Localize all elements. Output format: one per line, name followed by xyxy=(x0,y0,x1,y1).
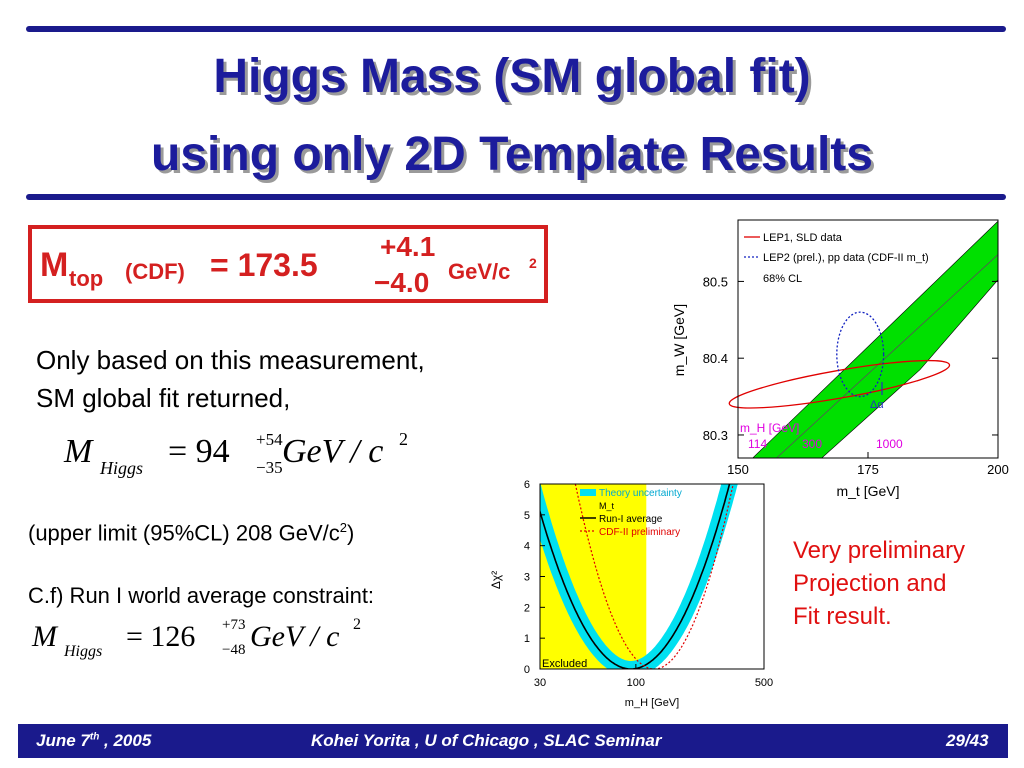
legend-lep1: LEP1, SLD data xyxy=(763,232,843,244)
x-tick-label: 175 xyxy=(857,462,879,477)
slide-title-line2: using only 2D Template Results xyxy=(151,128,873,181)
y-tick-label: 1 xyxy=(524,633,530,645)
formula2-subscript: Higgs xyxy=(64,643,103,660)
formula1-subscript: Higgs xyxy=(100,458,144,478)
formula2-unit: GeV / c xyxy=(250,620,340,653)
y-tick-label: 80.3 xyxy=(703,428,728,443)
formula1-unit-exponent: 2 xyxy=(399,429,408,449)
legend-swatch-theory xyxy=(580,489,596,496)
chart1-plot-area xyxy=(738,220,998,458)
y-tick-label: 5 xyxy=(524,510,530,522)
excluded-label: Excluded xyxy=(542,658,587,670)
lep2-tevatron-ellipse xyxy=(836,311,885,398)
footer-date-sup: th xyxy=(89,731,100,743)
note-line-3: Fit result. xyxy=(793,603,892,630)
formula2-error-minus: −48 xyxy=(222,642,246,658)
legend-lep2: LEP2 (prel.), pp data (CDF-II m_t) xyxy=(763,252,929,264)
run1-higgs-formula: M Higgs = 126 +73 −48 GeV / c 2 xyxy=(28,615,388,671)
formula1-error-minus: −35 xyxy=(256,458,283,477)
title-rule-bottom xyxy=(26,194,1006,200)
y-tick-label: 80.5 xyxy=(703,274,728,289)
legend-cdf2: CDF-II preliminary xyxy=(599,527,680,538)
x-axis-label: m_t [GeV] xyxy=(836,483,899,499)
x-axis-label: m_H [GeV] xyxy=(625,697,679,709)
y-tick-label: 2 xyxy=(524,602,530,614)
footer-date-year: , 2005 xyxy=(99,731,152,750)
x-tick-label: 200 xyxy=(987,462,1009,477)
legend-theory: Theory uncertainty xyxy=(599,488,682,499)
mass-unit-exponent: 2 xyxy=(529,255,537,271)
formula2-unit-exponent: 2 xyxy=(353,616,361,633)
mh-value-label: 1000 xyxy=(876,437,903,451)
band-center-line xyxy=(775,254,998,458)
mh-label: m_H [GeV] xyxy=(740,421,799,435)
run1-constraint-text: C.f) Run I world average constraint: xyxy=(28,583,375,608)
footer-date: June 7th , 2005 xyxy=(36,731,151,751)
legend-run1: Run-I average xyxy=(599,514,663,525)
mass-subscript: top xyxy=(69,266,104,291)
formula2-value: = 126 xyxy=(126,620,196,653)
run1-average-curve xyxy=(540,484,731,669)
note-line-2: Projection and xyxy=(793,570,947,597)
footer-presenter: Kohei Yorita , U of Chicago , SLAC Semin… xyxy=(311,731,662,750)
delta-alpha-label: Δα xyxy=(870,399,884,411)
formula2-lhs: M xyxy=(32,620,57,653)
footer-date-day: June 7 xyxy=(36,731,90,750)
slide-title-line1: Higgs Mass (SM global fit) xyxy=(213,50,811,103)
mass-symbol: M xyxy=(40,246,69,284)
y-tick-label: 4 xyxy=(524,541,530,553)
footer-page-number: 29/43 xyxy=(946,731,989,750)
mh-band xyxy=(752,220,998,458)
formula1-error-plus: +54 xyxy=(256,430,283,449)
x-tick-label: 30 xyxy=(534,677,546,689)
upper-limit-exponent: 2 xyxy=(339,520,348,535)
delta-chi2-chart: 0 1 2 3 4 5 6 30 100 500 m_H [GeV] Δχ² Excluded Theor… xyxy=(489,479,773,709)
x-tick-label: 100 xyxy=(627,677,645,689)
body-line-2: SM global fit returned, xyxy=(36,383,291,413)
x-tick-label: 150 xyxy=(727,462,749,477)
y-tick-label: 0 xyxy=(524,664,530,676)
y-axis-label: m_W [GeV] xyxy=(671,304,687,376)
mass-source: (CDF) xyxy=(125,259,185,284)
x-tick-label: 500 xyxy=(755,677,773,689)
upper-limit-close: ) xyxy=(347,520,355,546)
upper-limit-label: (upper limit (95%CL) 208 GeV/c xyxy=(28,520,340,546)
mh-value-label: 300 xyxy=(802,437,822,451)
preliminary-note: Very preliminary Projection and Fit resu… xyxy=(793,534,965,633)
higgs-fit-formula: M Higgs = 94 +54 −35 GeV / c 2 xyxy=(60,428,420,488)
lep1-sld-ellipse xyxy=(728,359,951,409)
legend-mt: M_t xyxy=(599,501,615,511)
y-tick-label: 3 xyxy=(524,572,530,584)
top-mass-box: M top (CDF) = 173.5 +4.1 −4.0 GeV/c 2 xyxy=(28,225,548,303)
body-line-1: Only based on this measurement, xyxy=(36,345,425,375)
upper-limit-text: (upper limit (95%CL) 208 GeV/c2) xyxy=(28,510,354,551)
note-line-1: Very preliminary xyxy=(793,537,966,564)
mass-error-minus: −4.0 xyxy=(374,267,430,298)
mh-value-label: 114 xyxy=(748,437,767,451)
y-axis-label: Δχ² xyxy=(489,571,503,589)
formula2-error-plus: +73 xyxy=(222,617,246,633)
formula1-value: = 94 xyxy=(168,433,230,470)
formula1-lhs: M xyxy=(64,433,93,470)
title-rule-top xyxy=(26,26,1006,32)
mw-vs-mt-chart: Δα 80.3 80.4 80.5 150 175 200 m_t [GeV] m_W [GeV… xyxy=(671,219,1009,499)
mass-value: = 173.5 xyxy=(210,247,318,283)
mass-error-plus: +4.1 xyxy=(380,231,436,262)
legend-cl: 68% CL xyxy=(763,273,802,285)
footer-bar: June 7th , 2005 Kohei Yorita , U of Chic… xyxy=(18,724,1008,758)
mass-unit: GeV/c xyxy=(448,259,511,284)
y-tick-label: 6 xyxy=(524,479,530,491)
formula1-unit: GeV / c xyxy=(282,433,384,470)
y-tick-label: 80.4 xyxy=(703,351,728,366)
